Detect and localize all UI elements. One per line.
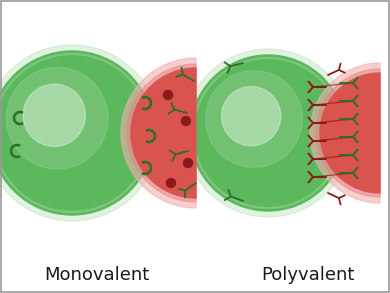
Circle shape [206, 71, 302, 167]
Text: Polyvalent: Polyvalent [261, 266, 355, 284]
Circle shape [222, 86, 281, 146]
Wedge shape [316, 69, 380, 197]
Circle shape [23, 84, 85, 146]
Circle shape [6, 67, 108, 169]
Circle shape [163, 91, 172, 100]
Wedge shape [127, 64, 196, 202]
Circle shape [167, 178, 176, 188]
Circle shape [190, 55, 346, 211]
Circle shape [184, 159, 193, 168]
Circle shape [184, 49, 352, 217]
Wedge shape [121, 58, 196, 208]
Circle shape [0, 45, 160, 221]
Text: Monovalent: Monovalent [44, 266, 150, 284]
Wedge shape [131, 68, 196, 198]
Circle shape [0, 51, 154, 215]
Circle shape [181, 117, 190, 125]
Wedge shape [320, 73, 380, 193]
Wedge shape [310, 63, 380, 203]
